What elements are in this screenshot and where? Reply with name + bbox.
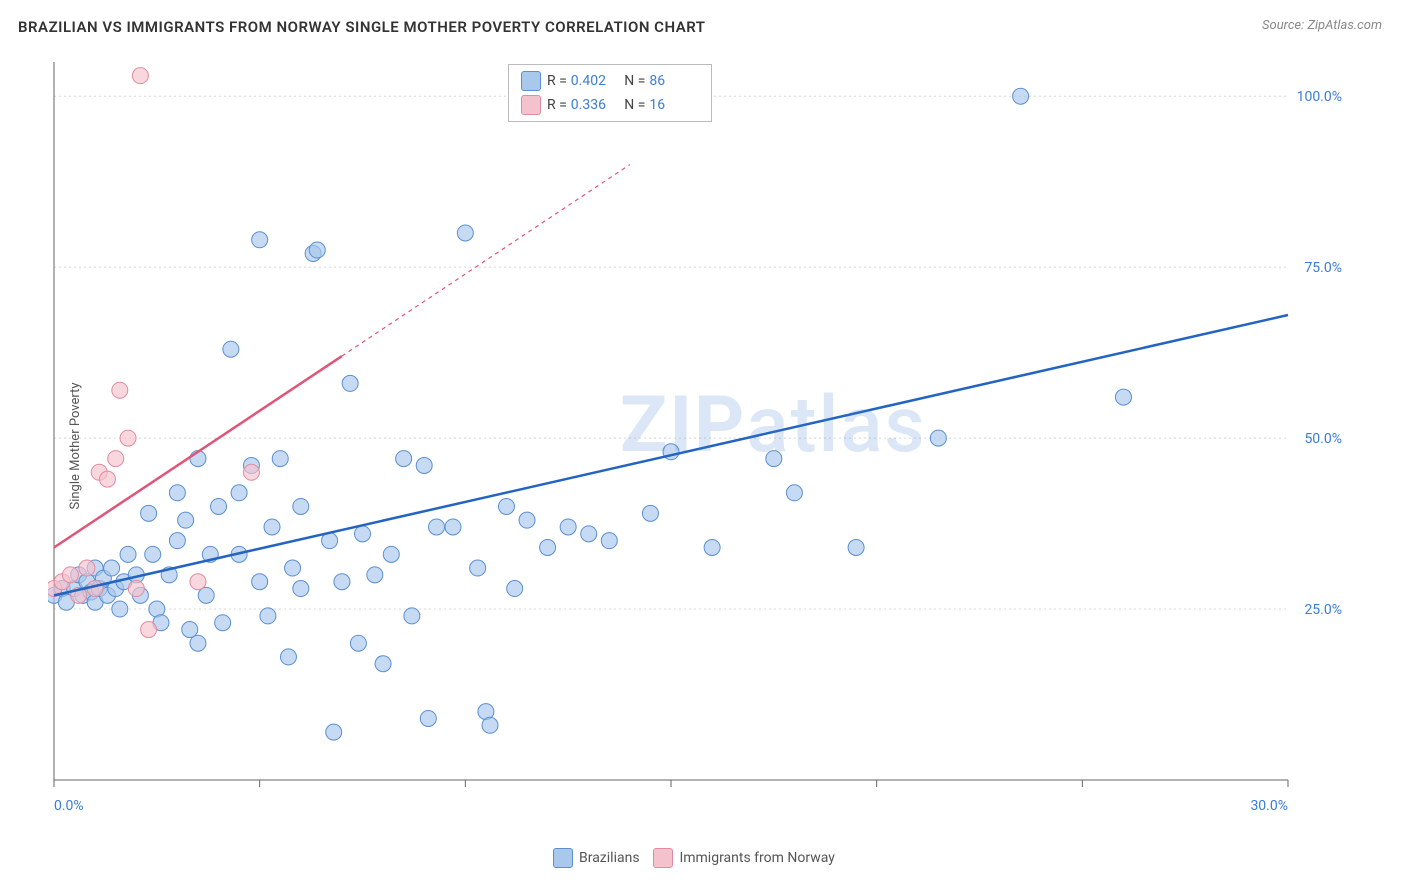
svg-text:0.0%: 0.0%: [54, 798, 84, 814]
source-label: Source: ZipAtlas.com: [1262, 18, 1382, 33]
svg-text:75.0%: 75.0%: [1304, 260, 1342, 276]
correlation-legend: R = 0.402 N = 86R = 0.336 N = 16: [508, 64, 712, 122]
series-legend: Brazilians Immigrants from Norway: [553, 848, 835, 868]
svg-text:50.0%: 50.0%: [1304, 431, 1342, 447]
svg-text:25.0%: 25.0%: [1304, 602, 1342, 618]
svg-text:30.0%: 30.0%: [1250, 798, 1288, 814]
svg-text:100.0%: 100.0%: [1297, 89, 1342, 105]
chart-title: BRAZILIAN VS IMMIGRANTS FROM NORWAY SING…: [18, 18, 706, 36]
scatter-plot: 25.0% 50.0% 75.0% 100.0% 0.0% 30.0%: [48, 48, 1368, 828]
